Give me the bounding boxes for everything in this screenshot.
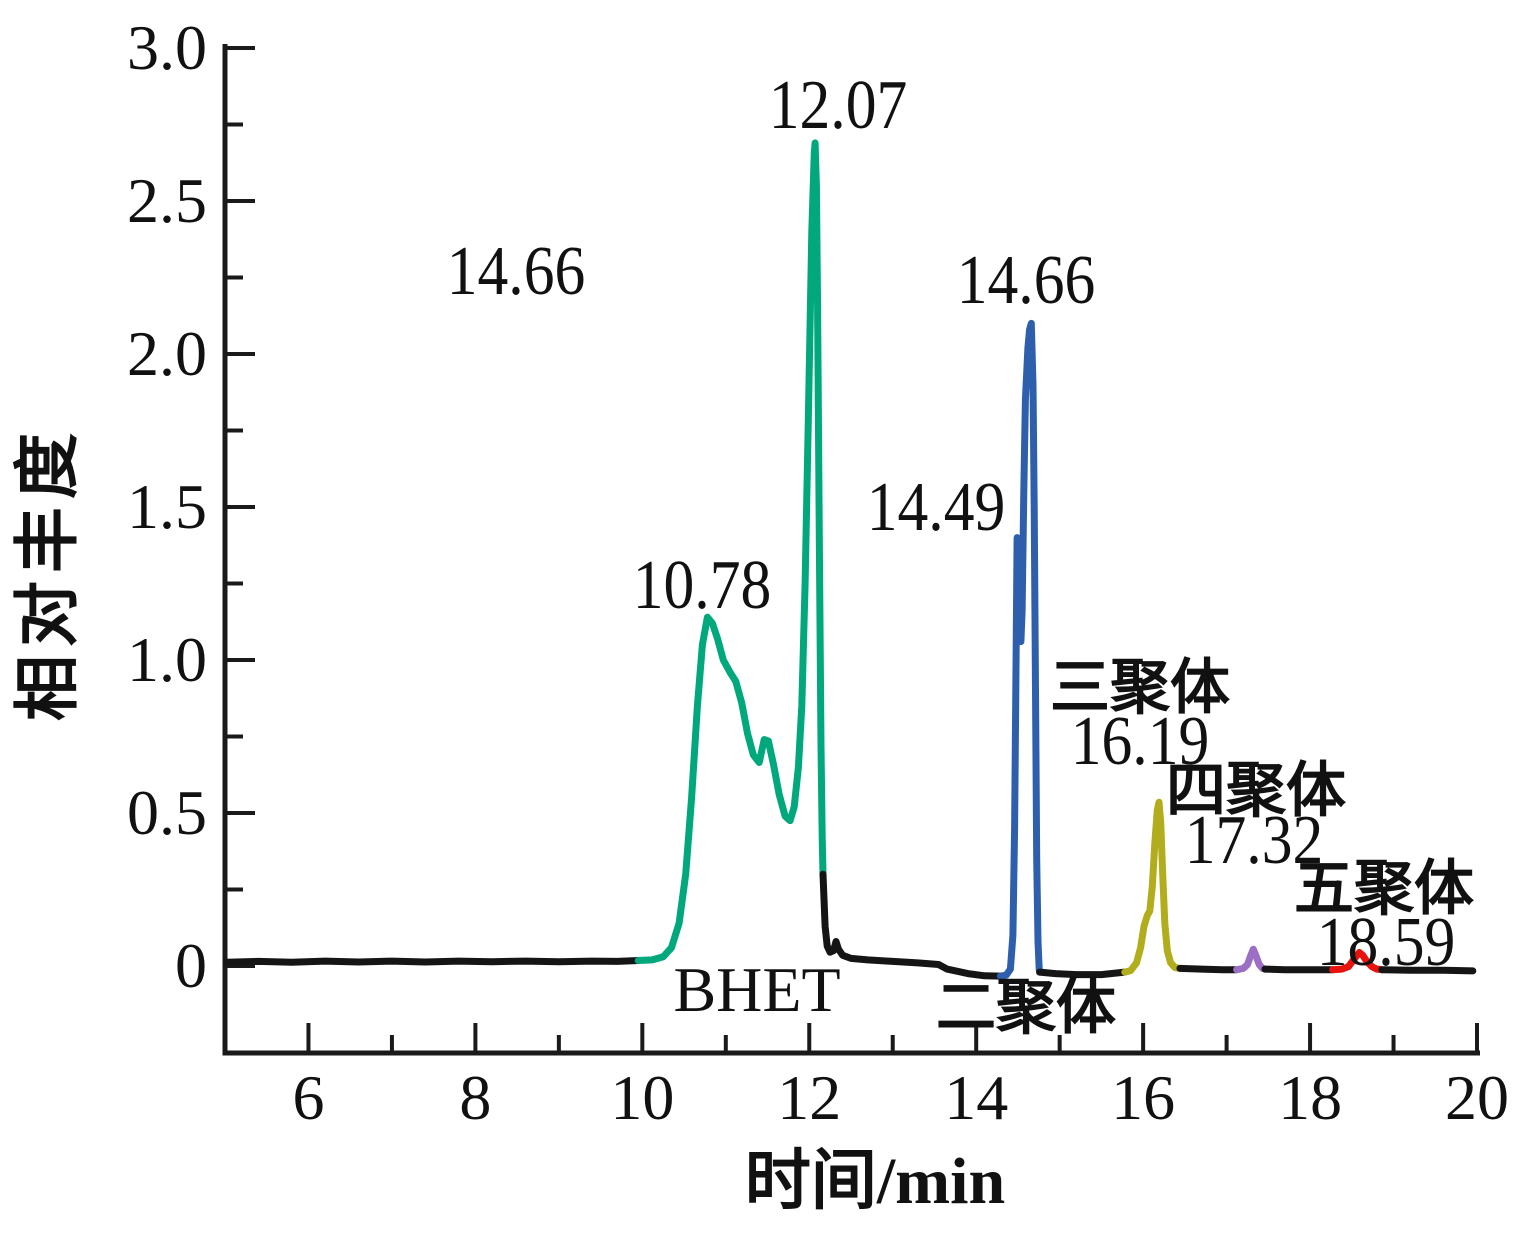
curve-segment-baseline-4 [1176,964,1241,974]
curve-segment-baseline-1 [223,957,642,966]
peak-annotation: 18.59 [1316,904,1456,981]
curve-segment-tetramer-purple [1233,945,1269,974]
y-tick-label: 3.0 [127,12,207,83]
x-tick-label: 12 [777,1062,842,1133]
peak-annotation: 三聚体 [1050,655,1230,721]
y-tick-label: 0.5 [127,777,207,848]
curve-segment-trimer-olive [1121,798,1184,976]
x-axis-title: 时间/min [744,1145,1006,1218]
x-tick-label: 18 [1278,1062,1343,1133]
y-tick-label: 1.5 [127,471,207,542]
peak-annotation: 10.78 [632,547,772,624]
y-tick-label: 2.5 [127,165,207,236]
peak-annotation: 14.66 [446,233,586,310]
peak-annotation: 四聚体 [1166,758,1346,824]
x-tick-label: 8 [459,1062,492,1133]
peak-annotation: 14.66 [956,242,1096,319]
curve-segment-dimer-blue [996,319,1044,980]
y-axis-title: 相对丰度 [12,425,85,721]
x-tick-label: 6 [292,1062,325,1133]
peak-annotation: 16.19 [1070,703,1210,780]
x-tick-label: 10 [610,1062,675,1133]
peak-annotation: 二聚体 [936,975,1116,1041]
peak-annotation: 14.49 [866,469,1006,546]
x-tick-label: 14 [944,1062,1009,1133]
x-tick-label: 20 [1445,1062,1509,1133]
curve-segment-bhet-green [634,139,827,964]
curve-segment-baseline-2 [819,870,1004,980]
curve-segment-baseline-5 [1261,965,1337,974]
peak-annotation: BHET [673,954,841,1025]
peak-annotation: 五聚体 [1294,856,1474,922]
curve-segment-baseline-6 [1378,966,1477,975]
peak-annotation: 12.07 [768,67,908,144]
y-tick-label: 2.0 [127,318,207,389]
y-tick-label: 0 [175,930,207,1001]
curve-segment-baseline-3 [1036,968,1129,979]
peak-annotation: 17.32 [1184,802,1324,879]
y-tick-label: 1.0 [127,624,207,695]
curve-segment-pentamer-red [1329,949,1386,974]
x-tick-label: 16 [1111,1062,1176,1133]
